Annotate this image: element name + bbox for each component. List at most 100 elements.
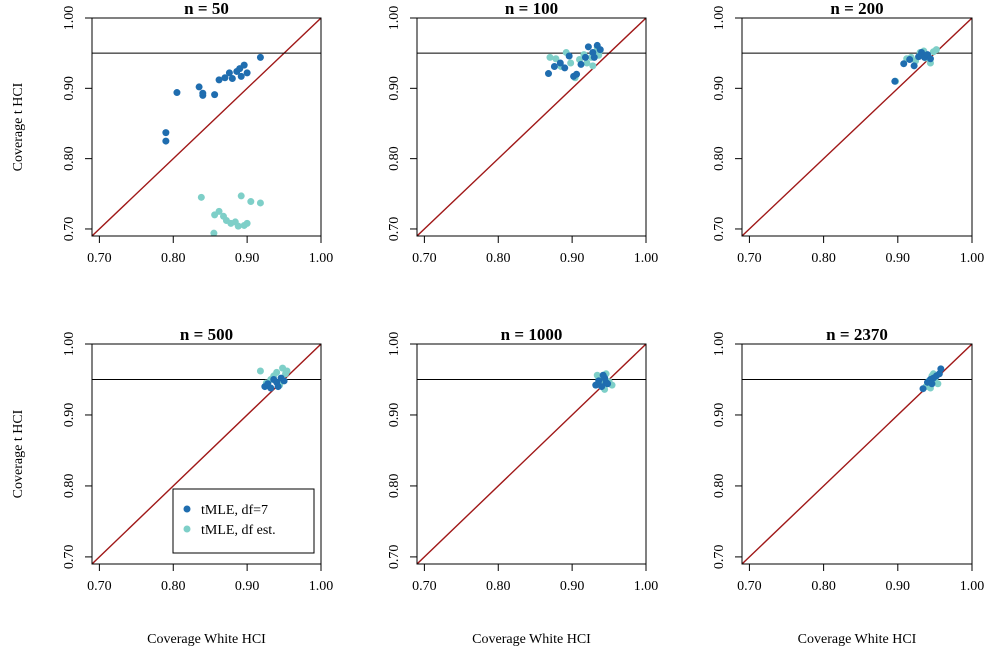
y-tick-label: 1.00 — [62, 332, 77, 357]
point-df7 — [256, 53, 264, 61]
point-df7 — [274, 383, 282, 391]
point-df7 — [598, 383, 606, 391]
point-df7 — [199, 91, 207, 99]
y-tick-label: 1.00 — [387, 332, 402, 357]
point-dfest — [273, 368, 281, 376]
x-tick-label: 0.90 — [235, 579, 260, 594]
point-dfest — [237, 192, 245, 200]
x-tick-label: 0.70 — [87, 579, 112, 594]
point-dfest — [552, 55, 560, 63]
y-tick-label: 0.80 — [387, 146, 402, 171]
point-df7 — [221, 74, 229, 82]
y-tick-label: 0.90 — [62, 403, 77, 428]
y-tick-label: 0.70 — [712, 217, 727, 242]
y-tick-label: 0.90 — [387, 76, 402, 101]
y-tick-label: 0.70 — [387, 545, 402, 570]
x-tick-label: 0.80 — [161, 579, 186, 594]
legend-label: tMLE, df est. — [201, 523, 276, 538]
legend: tMLE, df=7 tMLE, df est. — [172, 488, 315, 554]
point-df7 — [919, 385, 927, 393]
y-tick-label: 0.70 — [387, 217, 402, 242]
plot-frame — [416, 17, 647, 237]
point-dfest — [210, 229, 218, 236]
y-tick-label: 0.90 — [62, 76, 77, 101]
point-df7 — [565, 52, 573, 60]
point-dfest — [546, 53, 554, 61]
panel-5: n = 1000 0.70 0.80 0.90 1.00 0.70 0.80 0.90 1.00… — [387, 325, 658, 647]
x-tick-label: 0.70 — [412, 251, 437, 266]
panel-title: n = 200 — [830, 0, 883, 18]
plot-frame — [91, 343, 322, 565]
x-axis-label: Coverage White HCI — [798, 632, 917, 647]
x-tick-label: 0.90 — [886, 579, 911, 594]
panel-title: n = 100 — [505, 0, 558, 18]
y-tick-label: 0.90 — [712, 76, 727, 101]
point-df7 — [584, 43, 592, 51]
point-df7 — [599, 371, 607, 379]
point-dfest — [934, 380, 942, 388]
point-df7 — [225, 69, 233, 77]
y-tick-label: 0.80 — [387, 474, 402, 499]
x-tick-label: 0.80 — [486, 251, 511, 266]
point-df7 — [162, 137, 170, 145]
point-dfest — [583, 59, 591, 67]
panel-title: n = 1000 — [501, 325, 563, 344]
legend-marker — [183, 525, 191, 533]
y-axis-label: Coverage t HCI — [11, 409, 26, 498]
panel-2: n = 100 0.70 0.80 0.90 1.00 0.70 0.80 0.90 1.00 — [387, 0, 658, 266]
y-tick-label: 0.80 — [712, 474, 727, 499]
y-axis-label: Coverage t HCI — [11, 82, 26, 171]
x-tick-label: 0.80 — [486, 579, 511, 594]
point-df7 — [544, 70, 552, 78]
point-df7 — [561, 64, 569, 72]
identity-line — [417, 18, 646, 236]
point-df7 — [900, 60, 908, 68]
y-tick-label: 0.70 — [62, 217, 77, 242]
x-axis-label: Coverage White HCI — [472, 632, 591, 647]
x-tick-label: 1.00 — [309, 251, 334, 266]
point-dfest — [215, 207, 223, 215]
point-df7 — [604, 380, 612, 388]
y-tick-label: 1.00 — [62, 6, 77, 31]
point-df7 — [173, 89, 181, 97]
x-tick-label: 0.80 — [811, 579, 836, 594]
point-df7 — [581, 53, 589, 61]
panel-title: n = 500 — [180, 325, 233, 344]
plot-frame — [741, 17, 973, 237]
point-dfest — [247, 198, 255, 206]
x-tick-label: 1.00 — [309, 579, 334, 594]
x-tick-label: 0.90 — [560, 251, 585, 266]
legend-box — [172, 488, 315, 554]
panel-6: n = 2370 0.70 0.80 0.90 1.00 0.70 0.80 0.90 1.00… — [712, 325, 984, 647]
y-tick-label: 0.80 — [62, 146, 77, 171]
point-dfest — [589, 62, 597, 70]
point-dfest — [243, 219, 251, 227]
point-dfest — [256, 199, 264, 207]
x-tick-label: 0.70 — [737, 251, 762, 266]
plot-frame — [416, 343, 647, 565]
panel-title: n = 2370 — [826, 325, 888, 344]
x-tick-label: 0.80 — [161, 251, 186, 266]
y-tick-label: 1.00 — [712, 6, 727, 31]
point-df7 — [906, 55, 914, 63]
x-tick-label: 1.00 — [960, 579, 985, 594]
identity-line — [92, 18, 321, 236]
y-tick-label: 0.90 — [387, 403, 402, 428]
identity-line — [417, 344, 646, 564]
plot-frame — [91, 17, 322, 237]
x-tick-label: 0.80 — [811, 251, 836, 266]
panel-4: n = 500 0.70 0.80 0.90 1.00 0.70 0.80 0.90 1.00 C… — [11, 325, 333, 647]
panel-1: n = 50 0.70 0.80 0.90 1.00 0.70 0.80 0.90 1.00 Co… — [11, 0, 333, 266]
point-df7 — [926, 55, 934, 63]
point-df7 — [280, 377, 288, 385]
x-tick-label: 0.70 — [87, 251, 112, 266]
legend-label: tMLE, df=7 — [201, 503, 268, 518]
y-tick-label: 0.70 — [62, 545, 77, 570]
point-df7 — [267, 384, 275, 392]
point-dfest — [234, 222, 242, 230]
point-dfest — [932, 46, 940, 54]
point-df7 — [195, 83, 203, 91]
y-tick-label: 0.70 — [712, 545, 727, 570]
point-dfest — [283, 367, 291, 375]
